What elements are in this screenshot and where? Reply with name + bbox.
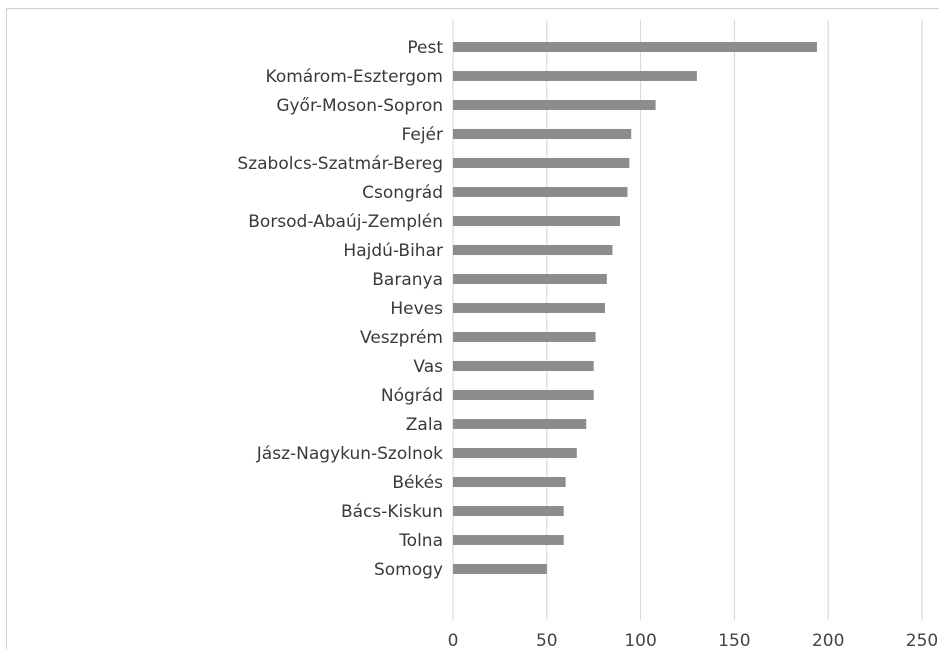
category-label: Békés [392, 473, 443, 493]
category-label: Veszprém [360, 328, 443, 348]
bar [453, 129, 632, 139]
category-label: Szabolcs-Szatmár-Bereg [237, 154, 443, 174]
x-tick-label: 150 [718, 631, 750, 651]
category-label: Komárom-Esztergom [266, 67, 443, 87]
bar [453, 361, 594, 371]
bar [453, 303, 605, 313]
bar [453, 187, 628, 197]
category-label: Borsod-Abaúj-Zemplén [248, 212, 443, 232]
bar [453, 245, 613, 255]
bar [453, 332, 596, 342]
category-label: Somogy [374, 560, 443, 580]
x-tick-label: 100 [624, 631, 656, 651]
category-label: Nógrád [381, 386, 443, 406]
bar [453, 448, 577, 458]
category-label: Fejér [402, 125, 443, 145]
category-label: Győr-Moson-Sopron [276, 96, 443, 116]
bar [453, 216, 620, 226]
category-label: Pest [407, 38, 443, 58]
x-tick-label: 250 [906, 631, 938, 651]
bars [453, 42, 817, 574]
x-tick-label: 50 [536, 631, 558, 651]
bar [453, 477, 566, 487]
bar [453, 71, 697, 81]
bar [453, 564, 547, 574]
bar [453, 158, 630, 168]
x-tick-label: 200 [812, 631, 844, 651]
bar [453, 274, 607, 284]
category-label: Zala [406, 415, 443, 435]
category-label: Vas [413, 357, 443, 377]
chart-frame [6, 8, 939, 649]
bar [453, 535, 564, 545]
category-label: Baranya [372, 270, 443, 290]
bar [453, 506, 564, 516]
bar [453, 390, 594, 400]
bar [453, 100, 656, 110]
category-label: Jász-Nagykun-Szolnok [256, 444, 443, 464]
category-label: Bács-Kiskun [341, 502, 443, 522]
category-labels: Pest Komárom-Esztergom Győr-Moson-Sopron Fe… [237, 38, 443, 580]
bar [453, 42, 817, 52]
category-label: Hajdú-Bihar [343, 241, 443, 261]
category-label: Tolna [398, 531, 443, 551]
category-label: Heves [390, 299, 443, 319]
category-label: Csongrád [362, 183, 443, 203]
bar [453, 419, 587, 429]
x-tick-label: 0 [448, 631, 459, 651]
x-axis-tick-labels: 0 50 100 150 200 250 [448, 631, 939, 651]
gridlines [452, 20, 923, 620]
